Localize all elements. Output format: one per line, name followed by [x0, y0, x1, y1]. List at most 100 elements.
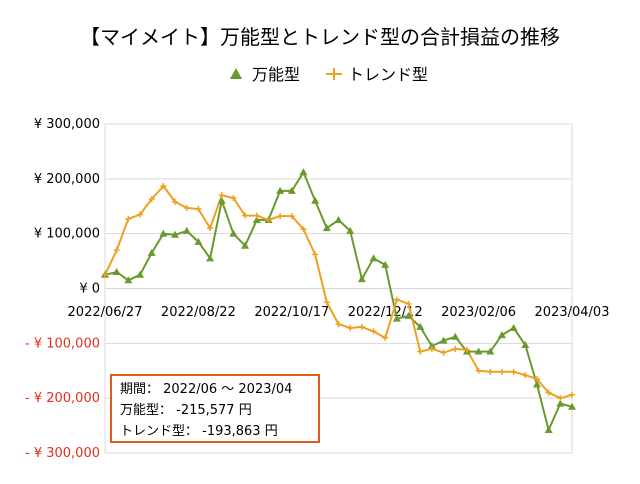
data-point-series-2 [102, 271, 108, 278]
data-point-series-1 [112, 268, 121, 276]
x-axis-tick-labels: 2022/06/27 2022/08/22 2022/10/17 2022/12/12… [68, 305, 610, 320]
data-point-series-1 [486, 347, 495, 355]
data-point-series-2 [207, 225, 214, 232]
data-point-series-1 [229, 229, 238, 237]
data-point-series-2 [487, 368, 494, 375]
data-point-series-2 [569, 391, 575, 398]
data-point-series-1 [241, 241, 250, 249]
data-point-series-1 [311, 196, 320, 204]
data-point-series-2 [230, 195, 237, 202]
data-point-series-1 [334, 215, 343, 223]
data-point-series-2 [288, 213, 295, 220]
data-point-series-1 [182, 226, 191, 234]
data-point-series-2 [370, 328, 377, 335]
summary-period: 期間： 2022/06 ～ 2023/04 [120, 382, 292, 397]
data-point-series-2 [172, 198, 179, 205]
data-point-series-2 [498, 368, 505, 375]
data-point-series-2 [417, 348, 424, 355]
summary-line-1: 万能型： -215,577 円 [120, 403, 252, 418]
data-point-series-1 [206, 254, 215, 262]
data-point-series-1 [439, 336, 448, 344]
data-point-series-1 [497, 331, 506, 339]
data-point-series-2 [347, 324, 354, 331]
data-point-series-1 [322, 224, 331, 232]
summary-box-border [110, 374, 320, 443]
data-point-series-2 [195, 205, 202, 212]
data-point-series-2 [300, 226, 307, 233]
data-point-series-1 [509, 323, 518, 331]
data-point-series-1 [521, 340, 530, 348]
data-point-series-2 [440, 349, 447, 356]
data-point-series-2 [545, 389, 552, 396]
legend-item-series-2: トレンド型 [326, 65, 428, 84]
data-point-series-1 [451, 332, 460, 340]
data-point-series-2 [335, 321, 342, 328]
data-point-series-2 [382, 334, 389, 341]
data-point-series-1 [217, 196, 226, 204]
data-point-series-2 [125, 215, 132, 222]
series-markers [101, 168, 576, 433]
data-point-series-2 [475, 367, 482, 374]
data-point-series-1 [556, 399, 565, 407]
data-point-series-2 [312, 251, 319, 258]
legend-label-series-2: トレンド型 [348, 65, 428, 84]
y-tick-label: - ¥ 300,000 [25, 446, 100, 461]
data-point-series-1 [568, 402, 576, 410]
summary-box: 期間： 2022/06 ～ 2023/04 万能型： -215,577 円 トレ… [110, 374, 320, 443]
x-tick-label: 2023/02/06 [441, 305, 516, 320]
data-point-series-1 [171, 230, 180, 238]
data-point-series-1 [147, 248, 156, 256]
summary-line-2: トレンド型： -193,863 円 [120, 424, 278, 439]
data-point-series-1 [474, 347, 483, 355]
data-point-series-2 [323, 299, 330, 306]
data-point-series-2 [113, 247, 120, 254]
data-point-series-1 [252, 215, 261, 223]
data-point-series-1 [381, 260, 390, 268]
chart-title: 【マイメイト】万能型とトレンド型の合計損益の推移 [80, 25, 560, 49]
data-point-series-1 [532, 380, 541, 388]
y-tick-label: ¥ 100,000 [34, 227, 100, 242]
data-point-series-1 [346, 226, 355, 234]
data-point-series-2 [218, 192, 225, 199]
x-tick-label: 2023/04/03 [535, 305, 610, 320]
y-tick-label: ¥ 0 [79, 282, 100, 297]
data-point-series-2 [522, 372, 529, 379]
data-point-series-1 [404, 311, 413, 319]
data-point-series-2 [253, 212, 260, 219]
x-tick-label: 2022/06/27 [68, 305, 143, 320]
legend-triangle-marker-icon [230, 68, 242, 79]
data-point-series-1 [287, 186, 296, 194]
data-point-series-1 [369, 254, 378, 262]
data-point-series-2 [137, 211, 144, 218]
data-point-series-1 [357, 275, 366, 283]
y-tick-label: - ¥ 200,000 [25, 391, 100, 406]
data-point-series-1 [124, 276, 133, 284]
y-tick-label: ¥ 200,000 [34, 172, 100, 187]
legend-label-series-1: 万能型 [252, 65, 300, 84]
data-point-series-2 [452, 345, 459, 352]
y-tick-label: ¥ 300,000 [34, 117, 100, 132]
data-point-series-1 [299, 168, 308, 176]
legend: 万能型 トレンド型 [230, 65, 428, 84]
x-tick-label: 2022/08/22 [161, 305, 236, 320]
data-point-series-2 [405, 300, 412, 307]
data-point-series-2 [242, 212, 249, 219]
data-point-series-2 [393, 296, 400, 303]
data-point-series-2 [463, 346, 470, 353]
data-point-series-2 [183, 204, 190, 211]
data-point-series-1 [136, 270, 145, 278]
data-point-series-1 [159, 229, 168, 237]
data-point-series-2 [265, 216, 272, 223]
data-point-series-1 [416, 322, 425, 330]
data-point-series-2 [533, 375, 540, 382]
y-tick-label: - ¥ 100,000 [25, 336, 100, 351]
data-point-series-1 [427, 342, 436, 350]
data-point-series-2 [510, 368, 517, 375]
data-point-series-1 [194, 237, 203, 245]
data-point-series-2 [160, 182, 167, 189]
x-tick-label: 2022/10/17 [254, 305, 329, 320]
y-axis-tick-labels: ¥ 300,000 ¥ 200,000 ¥ 100,000 ¥ 0 - ¥ 100,00… [25, 117, 100, 461]
data-point-series-2 [428, 345, 435, 352]
data-point-series-1 [544, 425, 553, 433]
